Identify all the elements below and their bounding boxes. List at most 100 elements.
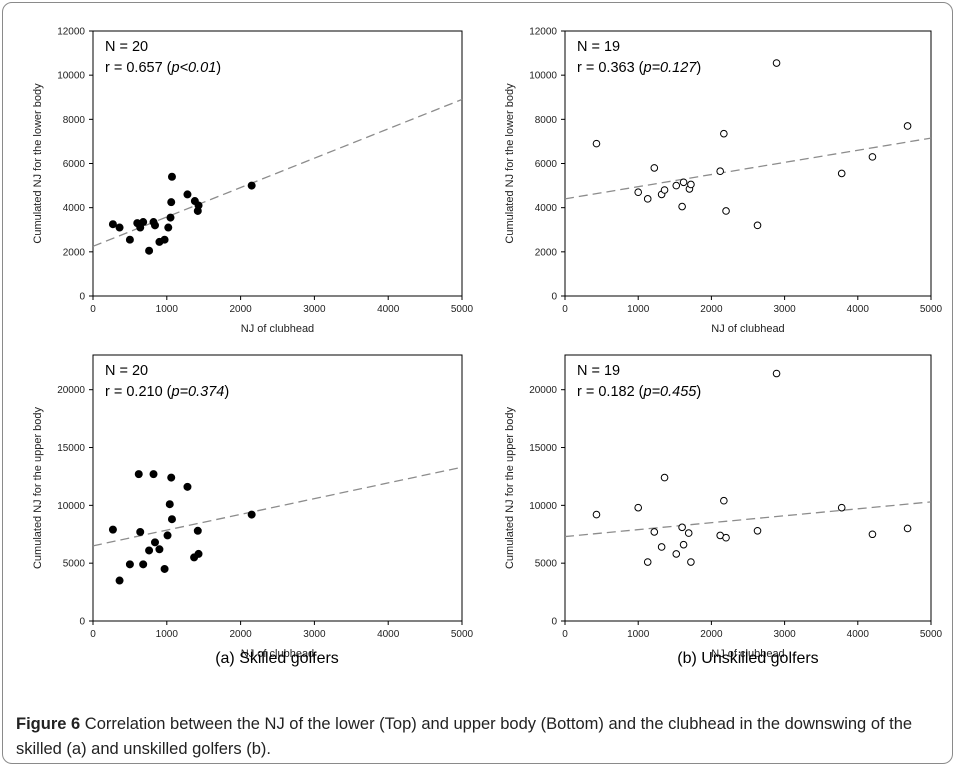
caption-label: Figure 6 <box>16 715 81 733</box>
data-point-open <box>678 202 686 211</box>
data-point-open <box>753 526 762 535</box>
y-tick-label: 4000 <box>63 203 86 214</box>
regression-line <box>92 98 463 247</box>
data-point-filled <box>160 564 169 573</box>
p-value: p=0.455 <box>643 384 698 400</box>
chart-b-lower: 0 1000 2000 3000 4000 5000 0 2000 4000 6000 8000 10… <box>504 27 943 336</box>
data-point-filled <box>134 470 143 479</box>
r-value-close: ) <box>696 384 701 400</box>
data-point-filled <box>108 525 117 534</box>
x-tick-label: 5000 <box>920 304 943 315</box>
data-point-filled <box>183 190 192 199</box>
annotation-n: N = 20 <box>105 363 148 379</box>
y-tick-label: 15000 <box>529 443 557 454</box>
y-tick-label: 0 <box>79 292 85 303</box>
r-value-close: ) <box>224 384 229 400</box>
y-tick-label: 2000 <box>535 247 558 258</box>
x-tick-label: 3000 <box>773 629 796 640</box>
regression-line <box>92 466 463 547</box>
p-value: p=0.374 <box>171 384 225 400</box>
x-axis-label: NJ of clubhead <box>711 323 784 335</box>
data-point-filled <box>115 223 124 232</box>
data-point-open <box>722 207 730 215</box>
y-tick-label: 4000 <box>535 203 558 214</box>
data-point-filled <box>150 221 159 230</box>
data-point-open <box>837 169 846 178</box>
data-point-open <box>722 533 730 542</box>
y-tick-label: 5000 <box>535 559 558 570</box>
p-value: p=0.127 <box>643 60 698 76</box>
y-tick-label: 15000 <box>57 443 85 454</box>
r-value-close: ) <box>696 60 701 76</box>
data-point-filled <box>164 223 173 232</box>
y-tick-label: 10000 <box>529 71 557 82</box>
p-value: p<0.01 <box>171 60 217 76</box>
y-axis-label: Cumulated NJ for the upper body <box>504 406 516 569</box>
r-value: r = 0.210 ( <box>105 384 172 400</box>
data-point-open <box>903 122 912 130</box>
x-axis-label: NJ of clubhead <box>711 648 784 660</box>
regression-line <box>564 501 932 538</box>
x-tick-label: 4000 <box>377 304 400 315</box>
data-point-open <box>657 543 666 551</box>
x-tick-label: 3000 <box>773 304 796 315</box>
x-tick-label: 2000 <box>700 304 723 315</box>
y-tick-label: 8000 <box>63 115 86 126</box>
r-value: r = 0.182 ( <box>577 384 644 400</box>
y-tick-label: 0 <box>551 617 557 628</box>
data-point-filled <box>247 510 256 519</box>
x-tick-label: 1000 <box>156 304 179 315</box>
y-tick-label: 20000 <box>57 385 85 396</box>
data-point-open <box>672 181 681 190</box>
data-point-open <box>837 503 846 512</box>
x-tick-label: 5000 <box>451 304 474 315</box>
figure-panels: 0 1000 2000 3000 4000 5000 0 2000 4000 6000 8000 10… <box>32 27 943 668</box>
y-tick-label: 6000 <box>535 159 558 170</box>
x-tick-label: 3000 <box>303 629 326 640</box>
data-point-open <box>868 530 877 539</box>
data-point-open <box>720 129 728 138</box>
x-tick-label: 3000 <box>303 304 326 315</box>
data-point-filled <box>167 515 176 524</box>
x-tick-label: 4000 <box>847 629 870 640</box>
y-axis-label: Cumulated NJ for the upper body <box>32 406 44 569</box>
data-point-filled <box>163 531 172 540</box>
x-tick-label: 4000 <box>847 304 870 315</box>
x-tick-label: 5000 <box>920 629 943 640</box>
data-point-filled <box>183 482 192 491</box>
data-point-filled <box>194 201 203 210</box>
data-point-open <box>643 558 652 566</box>
data-point-filled <box>108 220 117 229</box>
y-tick-label: 12000 <box>57 27 85 38</box>
data-point-open <box>672 550 681 558</box>
r-value: r = 0.363 ( <box>577 60 644 76</box>
y-tick-label: 10000 <box>57 501 85 512</box>
data-point-open <box>643 195 652 203</box>
data-point-filled <box>150 538 159 547</box>
caption-text: Correlation between the NJ of the lower … <box>16 715 913 758</box>
chart-b-upper: 0 1000 2000 3000 4000 5000 0 5000 10000 15000 2000… <box>504 354 943 660</box>
data-point-open <box>592 510 601 519</box>
y-tick-label: 12000 <box>529 27 557 38</box>
data-point-open <box>660 186 669 194</box>
x-tick-label: 0 <box>90 304 96 315</box>
data-point-filled <box>165 500 174 509</box>
data-point-filled <box>155 545 164 554</box>
y-axis-label: Cumulated NJ for the lower body <box>504 83 516 244</box>
y-tick-label: 10000 <box>57 71 85 82</box>
y-tick-label: 10000 <box>529 501 557 512</box>
data-point-filled <box>149 470 158 479</box>
data-point-open <box>753 221 762 230</box>
chart-a-upper: 0 1000 2000 3000 4000 5000 0 5000 10000 15000 2000… <box>32 354 474 660</box>
annotation-r: r = 0.210 (p=0.374) <box>105 384 229 400</box>
plot-area <box>92 354 463 622</box>
data-point-open <box>720 496 728 505</box>
x-tick-label: 2000 <box>700 629 723 640</box>
y-tick-label: 2000 <box>63 247 86 258</box>
data-point-open <box>634 188 643 197</box>
plot-area <box>564 354 932 622</box>
data-point-open <box>678 523 686 532</box>
annotation-n: N = 19 <box>577 363 620 379</box>
data-point-open <box>679 540 688 549</box>
x-tick-label: 2000 <box>229 304 252 315</box>
